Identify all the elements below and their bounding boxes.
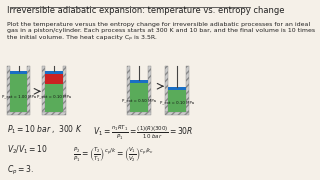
Text: $P_1 = 10\ bar\ ,\ 300\ K$: $P_1 = 10\ bar\ ,\ 300\ K$ — [7, 123, 83, 136]
Bar — [165, 66, 168, 112]
Bar — [186, 66, 189, 112]
Bar — [63, 66, 66, 112]
Bar — [168, 90, 186, 112]
Text: $C_p = 3.$: $C_p = 3.$ — [7, 164, 34, 177]
Bar — [165, 112, 189, 115]
Text: P_ext = 0.10 MPa: P_ext = 0.10 MPa — [160, 101, 194, 105]
Bar — [168, 87, 186, 90]
Bar — [42, 66, 45, 112]
Text: Plot the temperature versus the entropy change for irreversible adiabatic proces: Plot the temperature versus the entropy … — [7, 22, 316, 40]
Bar — [7, 112, 30, 115]
Text: P_ext = 0.10 MPa: P_ext = 0.10 MPa — [37, 95, 71, 99]
Bar — [131, 80, 148, 83]
Bar — [28, 66, 30, 112]
Bar — [131, 83, 148, 112]
Bar — [7, 66, 10, 112]
Text: Irreversible adiabatic expansion: temperature vs. entropy change: Irreversible adiabatic expansion: temper… — [7, 6, 285, 15]
Bar — [10, 74, 28, 112]
Text: $\frac{P_2}{P_1} = \left(\frac{T_2}{T_1}\right)^{c_p/k} = \left(\frac{V_1}{V_2}\: $\frac{P_2}{P_1} = \left(\frac{T_2}{T_1}… — [73, 146, 154, 164]
Text: P_ext = 0.50 MPa: P_ext = 0.50 MPa — [122, 98, 156, 102]
Bar — [148, 66, 151, 112]
Text: $V_2/V_1 = 10$: $V_2/V_1 = 10$ — [7, 144, 48, 156]
Bar — [10, 71, 28, 74]
Bar — [127, 66, 131, 112]
Bar — [127, 112, 151, 115]
Bar — [45, 74, 63, 84]
Bar — [45, 74, 63, 112]
Text: $V_1 = \frac{n_1RT_1}{P_1} = \frac{(1)(R)(300)}{10\ bar} = 30R$: $V_1 = \frac{n_1RT_1}{P_1} = \frac{(1)(R… — [93, 123, 193, 142]
Text: P_ext = 1.00 MPa: P_ext = 1.00 MPa — [2, 95, 36, 99]
Bar — [42, 112, 66, 115]
Bar — [45, 71, 63, 74]
